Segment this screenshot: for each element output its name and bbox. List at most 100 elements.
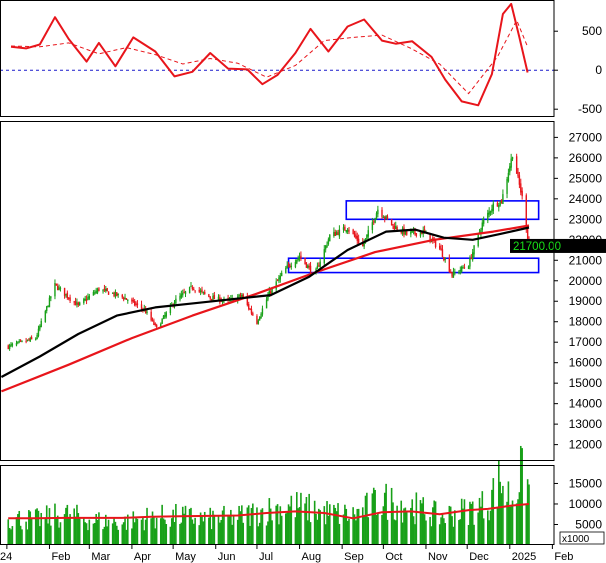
volume-bar bbox=[401, 522, 404, 545]
volume-bar bbox=[345, 508, 348, 545]
medium-ma-line bbox=[0, 226, 530, 378]
volume-bar bbox=[526, 479, 529, 545]
oscillator-panel: 500 0 -500 bbox=[0, 2, 602, 116]
volume-bar bbox=[113, 518, 115, 545]
volume-bar bbox=[133, 522, 136, 545]
volume-bar bbox=[238, 505, 240, 545]
volume-bar bbox=[87, 530, 89, 545]
volume-bar bbox=[250, 507, 253, 545]
volume-bar bbox=[220, 519, 223, 545]
x-tick-label: Dec bbox=[469, 551, 489, 563]
volume-bar bbox=[58, 527, 60, 545]
volume-bar bbox=[366, 492, 368, 545]
volume-bar bbox=[500, 493, 503, 545]
volume-bar bbox=[96, 519, 99, 545]
volume-bar bbox=[361, 507, 364, 545]
volume-bar bbox=[296, 492, 298, 545]
volume-bar bbox=[55, 518, 58, 545]
volume-bar bbox=[126, 514, 129, 545]
volume-bar bbox=[518, 492, 521, 545]
price-tick-label: 20000 bbox=[569, 274, 603, 288]
volume-bar bbox=[449, 506, 452, 545]
volume-bar bbox=[415, 492, 418, 545]
volume-bar bbox=[188, 508, 191, 545]
volume-bar bbox=[192, 523, 195, 545]
volume-bar bbox=[519, 445, 522, 545]
volume-bar bbox=[25, 521, 27, 545]
price-tick-label: 16000 bbox=[569, 356, 603, 370]
volume-bar bbox=[305, 497, 308, 545]
volume-bar bbox=[440, 517, 442, 545]
volume-bar bbox=[65, 507, 67, 545]
volume-bar bbox=[26, 529, 29, 545]
volume-bar bbox=[363, 516, 365, 545]
volume-bar bbox=[169, 526, 172, 545]
volume-bar bbox=[480, 506, 482, 545]
long-ma-line bbox=[0, 224, 530, 393]
panel-border bbox=[0, 121, 555, 461]
volume-bar bbox=[317, 508, 320, 545]
volume-bar bbox=[411, 499, 414, 545]
volume-bar bbox=[132, 511, 135, 545]
volume-bar bbox=[154, 528, 157, 545]
volume-bar bbox=[452, 526, 455, 545]
x-tick-label: Mar bbox=[91, 551, 110, 563]
price-tick-label: 12000 bbox=[569, 438, 603, 452]
volume-bar bbox=[328, 504, 331, 545]
volume-bar bbox=[114, 521, 117, 545]
price-tick-label: 18000 bbox=[569, 315, 603, 329]
x-tick-label: Oct bbox=[385, 551, 402, 563]
x-tick-label: 24 bbox=[0, 551, 12, 563]
volume-bar bbox=[54, 503, 56, 545]
volume-bar bbox=[217, 515, 220, 545]
volume-bar bbox=[334, 507, 337, 545]
volume-bar bbox=[150, 518, 152, 545]
volume-bar bbox=[528, 484, 530, 545]
volume-bar bbox=[276, 504, 279, 545]
volume-bar bbox=[247, 505, 250, 545]
volume-bar bbox=[165, 524, 168, 545]
volume-bar bbox=[344, 504, 346, 545]
volume-bar bbox=[117, 529, 119, 545]
volume-bar bbox=[125, 529, 128, 545]
volume-bar bbox=[181, 506, 184, 545]
volume-tick-label: 10000 bbox=[569, 497, 603, 511]
volume-bar bbox=[268, 498, 271, 545]
volume-bar bbox=[202, 521, 205, 545]
volume-bar bbox=[143, 530, 146, 545]
volume-bar bbox=[203, 511, 206, 545]
volume-bar bbox=[525, 504, 528, 545]
volume-bar bbox=[508, 506, 511, 545]
volume-bar bbox=[491, 489, 493, 545]
volume-bar bbox=[257, 526, 260, 545]
volume-bar bbox=[221, 510, 224, 545]
volume-bar bbox=[458, 520, 460, 545]
volume-bar bbox=[394, 520, 397, 545]
volume-bar bbox=[297, 508, 299, 545]
volume-bar bbox=[471, 501, 474, 545]
volume-bar bbox=[511, 500, 514, 545]
volume-bar bbox=[434, 501, 437, 545]
volume-bar bbox=[66, 504, 69, 545]
volume-bar bbox=[313, 500, 316, 545]
volume-bar bbox=[164, 519, 166, 545]
volume-bar bbox=[236, 519, 239, 545]
x-tick-label: Aug bbox=[302, 551, 322, 563]
volume-bar bbox=[279, 506, 282, 545]
oscillator-tick-label: 0 bbox=[595, 63, 602, 77]
panel-border bbox=[0, 465, 555, 545]
volume-bar bbox=[462, 508, 464, 545]
volume-bar bbox=[355, 520, 357, 545]
volume-bar bbox=[486, 510, 489, 545]
volume-bar bbox=[423, 514, 426, 545]
volume-bar bbox=[335, 511, 338, 545]
volume-bar bbox=[15, 517, 18, 545]
volume-bar bbox=[241, 505, 243, 545]
volume-bar bbox=[308, 493, 310, 545]
volume-bar bbox=[77, 513, 80, 545]
volume-bar bbox=[353, 514, 356, 545]
volume-bar bbox=[352, 507, 354, 545]
volume-bar bbox=[356, 508, 359, 545]
volume-bar bbox=[448, 505, 451, 545]
volume-bar bbox=[289, 506, 291, 545]
